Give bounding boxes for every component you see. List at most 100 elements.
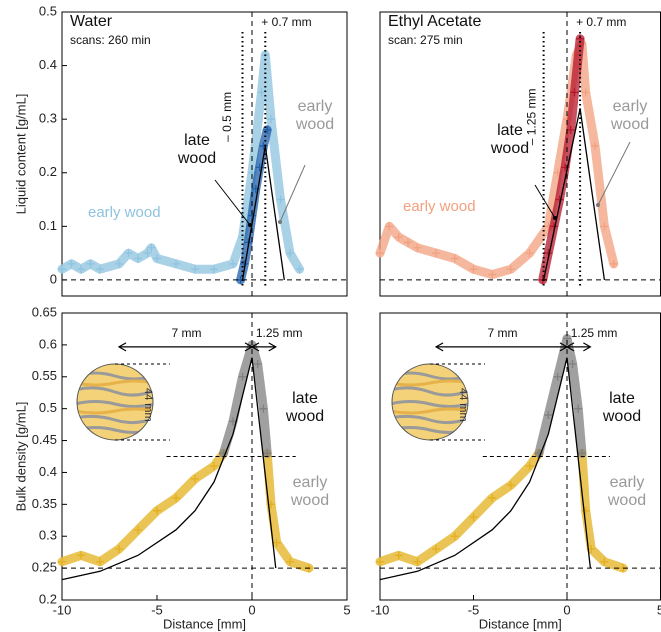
data-point <box>253 360 262 369</box>
panel-subtitle: scans: 260 min <box>70 33 151 47</box>
pointer <box>279 164 306 223</box>
y-tick-label: 0.45 <box>32 432 57 447</box>
y-tick-label: 0.6 <box>39 336 57 351</box>
data-point <box>432 249 441 258</box>
data-point <box>172 493 180 502</box>
span-label: 7 mm <box>487 325 518 340</box>
data-point <box>581 506 590 515</box>
data-point <box>124 249 133 258</box>
data-point <box>574 404 583 413</box>
data-point <box>58 265 66 274</box>
data-point <box>525 462 534 471</box>
data-point <box>376 557 384 566</box>
x-axis-label: Distance [mm] <box>163 616 246 631</box>
data-point <box>263 449 272 458</box>
data-point <box>553 372 562 381</box>
data-point <box>276 195 285 204</box>
data-point <box>534 449 543 458</box>
data-point <box>591 141 600 150</box>
annotation: early wood <box>295 98 335 134</box>
data-point <box>259 404 268 413</box>
data-point <box>469 513 478 522</box>
data-point <box>153 506 161 515</box>
pointer <box>597 141 631 206</box>
arrow-head <box>565 342 592 352</box>
y-axis-label: Liquid content [g/mL] <box>13 94 28 215</box>
data-point <box>581 88 590 97</box>
span-label: 1.25 mm <box>255 325 303 340</box>
y-tick-label: 0.5 <box>39 3 57 18</box>
panel-title: Water <box>70 13 113 30</box>
data-point <box>263 125 272 134</box>
panel-subtitle: scan: 275 min <box>388 33 463 47</box>
data-point <box>488 493 497 502</box>
data-point <box>86 259 95 268</box>
data-point <box>143 249 152 258</box>
data-point <box>272 538 281 547</box>
data-point <box>404 238 413 247</box>
pointer <box>214 179 251 226</box>
annotation: 44 mm <box>142 388 154 422</box>
data-point <box>488 270 497 279</box>
series-band <box>375 39 619 280</box>
data-point <box>238 372 247 381</box>
pointer-head <box>553 216 557 220</box>
y-tick-label: 0.1 <box>39 218 57 233</box>
data-point <box>286 557 294 566</box>
data-point <box>96 557 104 566</box>
plot-frame <box>61 11 348 297</box>
y-tick-label: 0.5 <box>39 400 57 415</box>
annotation: late wood <box>177 132 217 168</box>
annotation: 44 mm <box>457 388 469 422</box>
data-point <box>609 259 618 268</box>
data-point <box>469 265 478 274</box>
data-point <box>413 243 422 252</box>
y-tick-label: 0.3 <box>39 111 57 126</box>
y-tick-label: 0.35 <box>32 496 57 511</box>
data-point <box>115 259 123 268</box>
data-point <box>153 254 161 263</box>
data-point <box>147 243 156 252</box>
arrow-head <box>250 342 277 352</box>
fit-line <box>542 108 606 281</box>
pointer-head <box>248 223 252 227</box>
data-point <box>450 254 459 263</box>
panel-title: Ethyl Acetate <box>388 13 482 30</box>
data-point <box>506 481 515 490</box>
data-point <box>210 462 218 471</box>
data-point <box>394 551 403 560</box>
x-axis-label: Distance [mm] <box>479 616 562 631</box>
data-point <box>115 544 123 553</box>
fit-line <box>61 357 277 581</box>
data-point <box>600 222 609 231</box>
boundary-label: – 0.5 mm <box>219 91 234 142</box>
data-point <box>229 259 237 268</box>
span-label: 1.25 mm <box>570 325 618 340</box>
plot-frame <box>61 312 348 601</box>
x-tick-label: 5 <box>343 602 350 617</box>
boundary-label: + 0.7 mm <box>261 15 312 29</box>
data-point <box>257 88 266 97</box>
pointer-head <box>596 203 600 207</box>
y-tick-label: 0.2 <box>39 591 57 606</box>
data-point <box>191 265 199 274</box>
data-point <box>525 249 534 258</box>
x-tick-label: -5 <box>468 602 480 617</box>
annotation: early wood <box>610 98 650 134</box>
y-tick-label: 0.4 <box>39 57 57 72</box>
data-point <box>77 551 85 560</box>
fit-line <box>379 357 592 581</box>
data-point <box>219 449 228 458</box>
annotation: late wood <box>285 390 325 426</box>
data-point <box>77 265 85 274</box>
pointer <box>534 184 556 219</box>
x-tick-label: 0 <box>563 602 570 617</box>
y-tick-label: 0.65 <box>32 304 57 319</box>
data-point <box>376 249 384 258</box>
pointer-head <box>278 220 282 224</box>
span-label: 7 mm <box>171 325 202 340</box>
data-point <box>267 115 275 124</box>
data-point <box>450 532 459 541</box>
